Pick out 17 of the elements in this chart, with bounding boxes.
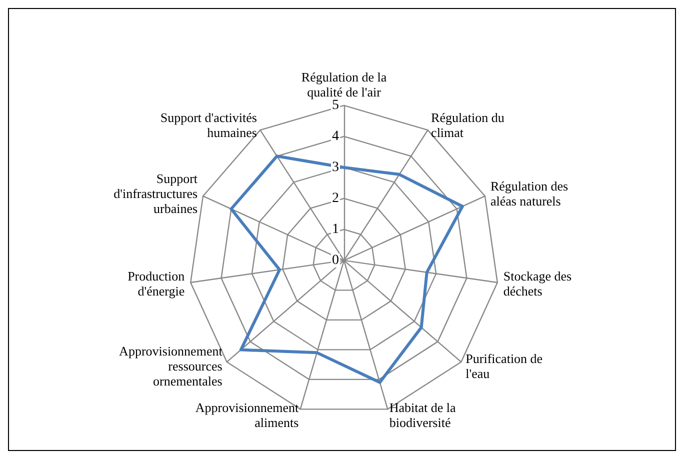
spoke-label: Support d'activités humaines (160, 110, 257, 140)
y-tick-label: 3 (332, 160, 339, 175)
y-tick-label: 2 (332, 190, 339, 206)
spoke-label: Purification de l'eau (466, 350, 543, 381)
spoke-label: Régulation des aléas naturels (490, 178, 568, 209)
y-tick-label: 1 (332, 222, 339, 237)
spoke-label: Régulation du climat (431, 110, 505, 140)
spoke-label: Support d'infrastructures urbaines (114, 171, 198, 216)
y-tick-label: 4 (332, 128, 339, 144)
spoke-label: Approvisionnement ressources ornementales (119, 343, 223, 388)
y-tick-label: 5 (332, 98, 339, 113)
spoke-label: Stockage des déchets (503, 268, 572, 298)
spoke-label: Approvisionnement aliments (195, 400, 300, 430)
y-tick-label: 0 (332, 252, 339, 268)
spoke-label: Production d'énergie (128, 268, 186, 298)
spoke-label: Régulation de la qualité de l'air (301, 69, 387, 100)
spoke-label: Habitat de la biodiversité (389, 400, 456, 430)
